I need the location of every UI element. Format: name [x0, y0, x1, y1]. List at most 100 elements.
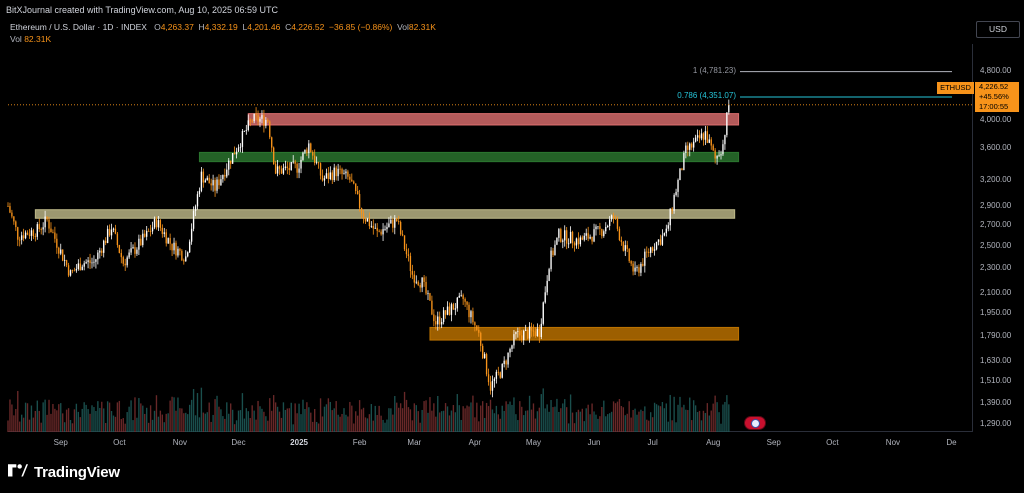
- candle-body: [149, 230, 152, 232]
- candle-body: [319, 163, 322, 176]
- candle-body: [515, 331, 517, 335]
- candle-body: [476, 325, 478, 330]
- volume-bar: [442, 410, 445, 432]
- volume-bar: [362, 407, 365, 432]
- volume-bar: [542, 388, 544, 432]
- candle-body: [403, 235, 406, 250]
- candle-body: [519, 331, 521, 336]
- volume-bar: [530, 409, 533, 432]
- volume-bar: [554, 406, 556, 432]
- volume-bar: [462, 406, 464, 432]
- volume-bar: [394, 396, 396, 432]
- volume-bar: [503, 410, 505, 432]
- volume-bar: [282, 402, 285, 432]
- candle-body: [56, 238, 58, 248]
- open-value: 4,263.37: [160, 22, 194, 32]
- candle-body: [398, 221, 400, 223]
- candle-body: [388, 223, 390, 228]
- candle-body: [155, 218, 158, 228]
- candle-body: [538, 328, 541, 337]
- candle-body: [118, 245, 121, 253]
- volume-legend[interactable]: Vol 82.31K: [10, 34, 51, 44]
- volume-bar: [112, 415, 115, 432]
- volume-bar: [79, 417, 81, 432]
- volume-bar: [272, 395, 275, 432]
- volume-bar: [478, 421, 480, 432]
- candle-body: [597, 226, 599, 228]
- volume-bar: [243, 418, 246, 432]
- candle-body: [73, 270, 76, 272]
- candle-body: [50, 228, 52, 233]
- candle-body: [671, 208, 673, 211]
- volume-bar: [157, 416, 160, 432]
- candle-body: [433, 314, 435, 322]
- volume-bar: [714, 395, 716, 432]
- volume-bar: [95, 410, 97, 432]
- candle-body: [17, 227, 19, 240]
- volume-bar: [202, 412, 205, 432]
- volume-bar: [521, 406, 523, 432]
- candle-body: [146, 230, 148, 237]
- volume-bar: [519, 401, 521, 432]
- candle-body: [24, 232, 27, 239]
- volume-bar: [196, 393, 199, 432]
- candle-body: [460, 295, 462, 297]
- candle-body: [230, 160, 232, 164]
- last-price-tag: 4,226.52 +45.56% 17:00:55: [975, 82, 1019, 112]
- candle-body: [587, 233, 589, 239]
- zone-red: [247, 113, 740, 126]
- candle-body: [345, 171, 347, 174]
- candle-body: [99, 250, 101, 253]
- volume-bar: [482, 401, 484, 432]
- volume-bar: [147, 422, 150, 432]
- volume-bar: [183, 413, 185, 432]
- us-economic-event-icon[interactable]: [744, 416, 766, 430]
- candle-body: [134, 247, 136, 254]
- candle-body: [554, 244, 556, 256]
- volume-bar: [579, 411, 582, 432]
- candle-body: [284, 166, 287, 168]
- symbol-description[interactable]: Ethereum / U.S. Dollar · 1D · INDEX: [10, 22, 147, 32]
- volume-bar: [464, 408, 466, 432]
- candle-body: [667, 225, 669, 229]
- volume-bar: [38, 410, 40, 432]
- candle-body: [427, 293, 429, 294]
- candle-body: [394, 218, 396, 228]
- volume-bar: [435, 416, 437, 432]
- candle-body: [325, 173, 328, 179]
- volume-bar: [692, 400, 695, 432]
- volume-bar: [528, 395, 531, 432]
- volume-bar: [667, 421, 669, 432]
- candle-body: [622, 242, 625, 251]
- volume-bar: [470, 402, 472, 432]
- volume-bar: [726, 395, 728, 432]
- volume-bar: [130, 400, 132, 432]
- symbol-legend[interactable]: Ethereum / U.S. Dollar · 1D · INDEX O4,2…: [10, 22, 436, 32]
- volume-bar: [89, 413, 91, 432]
- volume-bar: [466, 405, 468, 432]
- candle-body: [218, 179, 220, 186]
- candle-body: [534, 331, 537, 337]
- volume-bar: [722, 404, 724, 432]
- volume-bar: [13, 415, 15, 432]
- volume-bar: [333, 408, 335, 432]
- volume-bar: [585, 408, 587, 432]
- volume-bar: [548, 411, 550, 432]
- currency-button[interactable]: USD: [976, 21, 1020, 38]
- volume-bar: [42, 402, 44, 432]
- volume-bar: [87, 409, 89, 432]
- candle-body: [362, 213, 365, 219]
- volume-bar: [376, 415, 378, 432]
- volume-bar: [44, 399, 46, 432]
- candle-body: [610, 215, 613, 220]
- candle-body: [216, 179, 218, 191]
- price-tick-label: 1,290.00: [980, 418, 1012, 428]
- volume-bar: [226, 402, 228, 432]
- candle-body: [618, 228, 621, 241]
- volume-bar: [626, 413, 628, 432]
- volume-bar: [601, 406, 603, 432]
- volume-bar: [347, 416, 349, 432]
- price-tick-label: 1,390.00: [980, 398, 1012, 408]
- candle-body: [190, 228, 193, 242]
